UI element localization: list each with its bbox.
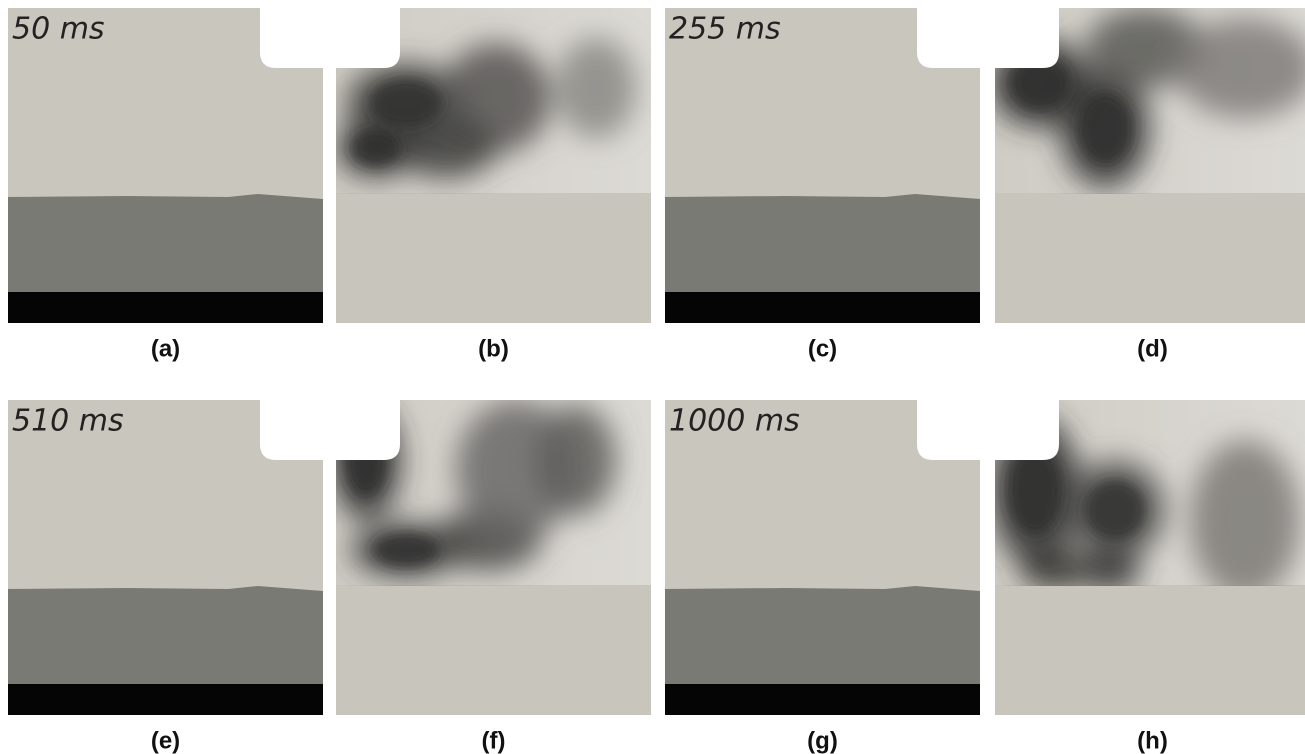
inlet (917, 400, 980, 460)
vortex (396, 118, 496, 178)
panel-label: (g) (807, 727, 838, 754)
inlet (995, 400, 1059, 460)
panel-image (665, 400, 980, 715)
panel-label: (d) (1137, 335, 1168, 362)
lower-mask (995, 586, 1305, 715)
vortex-core (1078, 92, 1132, 164)
vortex (536, 405, 616, 515)
panel-label: (b) (478, 335, 509, 362)
inlet (917, 8, 980, 68)
panel: (b) (336, 8, 651, 362)
vortex-core (1085, 480, 1145, 540)
lower-mask (336, 586, 651, 715)
lower-mask (336, 194, 651, 323)
time-label: 50 ms (12, 12, 105, 47)
panel-image (665, 8, 980, 323)
vortex-core (352, 130, 400, 166)
inlet (336, 8, 400, 68)
vortex-core (1008, 445, 1062, 535)
liquid-layer (665, 194, 980, 293)
panel-image (8, 8, 323, 323)
panel: (f) (336, 400, 651, 754)
bottom-layer (665, 292, 980, 323)
inlet (260, 8, 323, 68)
plume-core (1008, 445, 1145, 540)
time-label: 255 ms (669, 12, 781, 47)
panel-label: (a) (151, 335, 180, 362)
inlet (336, 400, 400, 460)
panel-image (8, 400, 323, 715)
plume-core (352, 79, 442, 166)
panel-image (336, 8, 651, 323)
panel: 50 ms (a) (8, 8, 323, 362)
liquid-layer (665, 586, 980, 685)
vortex (1020, 550, 1090, 590)
bottom-layer (665, 684, 980, 715)
vortex (1175, 18, 1305, 118)
panel-image (336, 400, 651, 715)
bottom-layer (8, 684, 323, 715)
plume-core (1010, 56, 1132, 164)
bottom-layer (8, 292, 323, 323)
vortex-core (1010, 56, 1070, 110)
plume (336, 38, 636, 178)
inlet (260, 400, 323, 460)
panel-image (995, 8, 1305, 323)
lower-mask (995, 194, 1305, 323)
panel: 255 ms (c) (665, 8, 980, 362)
liquid-layer (8, 586, 323, 685)
vortex-core (373, 533, 439, 567)
vortex (1190, 440, 1300, 600)
panel-image (995, 400, 1305, 715)
vortex-core (370, 79, 442, 127)
panel: 1000 ms (g) (665, 400, 980, 754)
vortex (556, 38, 636, 138)
panel: 510 ms (e) (8, 400, 323, 754)
panel-label: (c) (808, 335, 837, 362)
vortex (1080, 548, 1140, 592)
time-label: 1000 ms (669, 404, 800, 439)
panel: (d) (995, 8, 1305, 362)
panel: (h) (995, 400, 1305, 754)
panel-label: (f) (482, 727, 506, 754)
panel-label: (h) (1137, 727, 1168, 754)
liquid-layer (8, 194, 323, 293)
inlet (995, 8, 1059, 68)
panel-label: (e) (151, 727, 180, 754)
time-label: 510 ms (12, 404, 124, 439)
